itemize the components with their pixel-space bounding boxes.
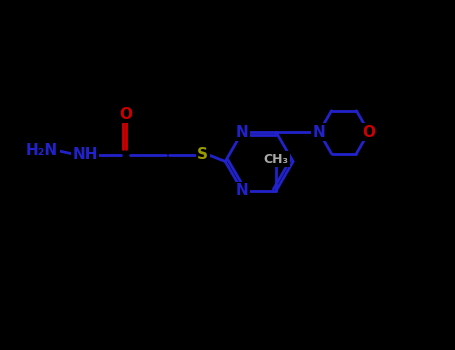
Text: N: N (236, 125, 248, 140)
Text: O: O (119, 107, 132, 121)
Text: H₂N: H₂N (26, 143, 58, 158)
Text: S: S (197, 147, 208, 162)
Text: N: N (236, 183, 248, 198)
Text: CH₃: CH₃ (263, 153, 288, 166)
Text: N: N (313, 125, 325, 140)
Text: O: O (362, 125, 375, 140)
Text: NH: NH (72, 147, 98, 162)
